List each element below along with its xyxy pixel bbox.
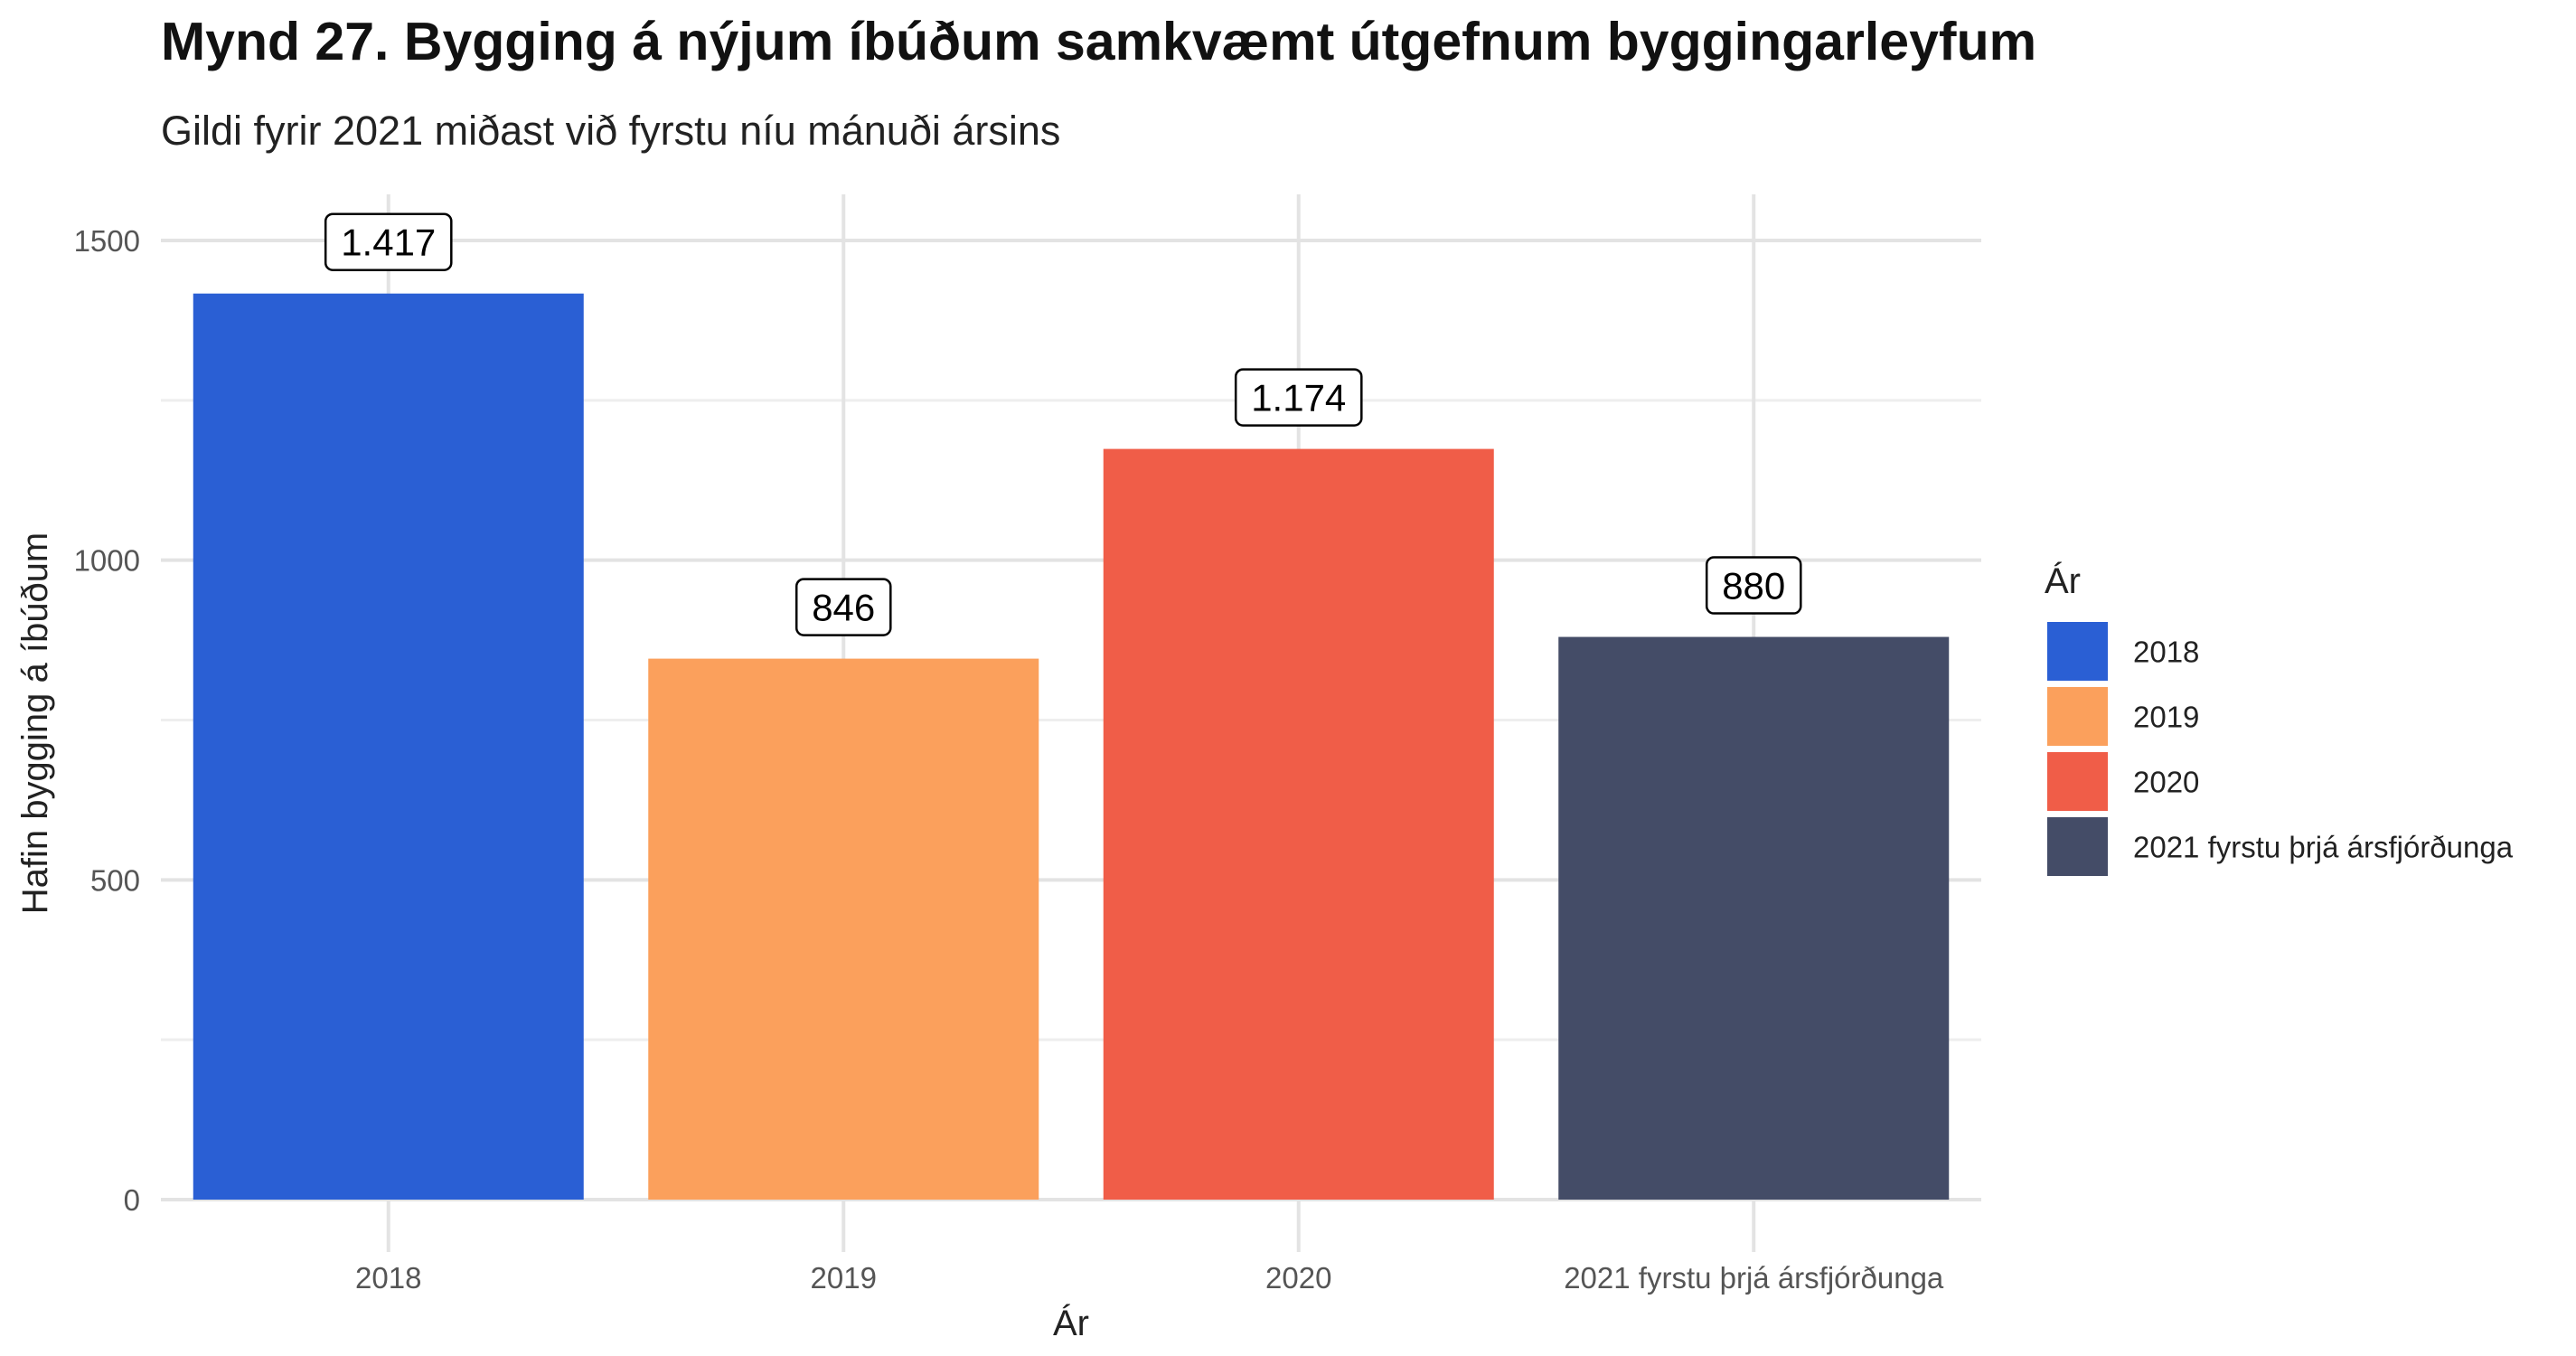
x-tick-label: 2019 [811, 1261, 877, 1295]
data-label-box [794, 578, 892, 636]
legend-title: Ár [2045, 560, 2081, 601]
x-tick-label: 2020 [1265, 1261, 1331, 1295]
legend-key [2047, 752, 2108, 811]
bar-2019 [648, 658, 1039, 1200]
data-labels: 1.417 846 1.174 880 [324, 212, 1802, 636]
data-label-text: 1.174 [1251, 377, 1346, 419]
data-label-text: 846 [812, 587, 875, 629]
x-tick-label: 2018 [355, 1261, 421, 1295]
legend-label: 2020 [2133, 766, 2199, 799]
y-axis-title: Hafin bygging á íbúðum [15, 532, 55, 915]
bar-2020 [1103, 448, 1494, 1200]
data-label: 1.174 [1234, 368, 1363, 427]
legend-key [2047, 622, 2108, 681]
y-tick-label: 500 [90, 863, 140, 897]
legend-label: 2021 fyrstu þrjá ársfjórðunga [2133, 831, 2514, 864]
data-label-box [1234, 368, 1363, 427]
legend: Ár 2018 2019 2020 2021 fyrstu þrjá ársfjórð… [2045, 560, 2514, 876]
data-label-box [1705, 556, 1802, 615]
x-axis-ticks: 2018 2019 2020 2021 fyrstu þrjá ársfjórðung… [355, 1261, 1944, 1295]
data-label-box [324, 212, 453, 271]
data-label-text: 1.417 [341, 221, 436, 264]
legend-key [2047, 687, 2108, 746]
legend-key [2047, 817, 2108, 876]
x-axis-title: Ár [1053, 1303, 1089, 1343]
y-tick-label: 1500 [74, 224, 140, 258]
data-label-text: 880 [1722, 565, 1785, 607]
data-label: 880 [1705, 556, 1802, 615]
legend-label: 2019 [2133, 701, 2199, 734]
bars [193, 293, 1950, 1200]
y-axis-ticks: 0 500 1000 1500 [74, 224, 140, 1217]
y-tick-label: 1000 [74, 544, 140, 578]
bar-2021 [1558, 636, 1950, 1200]
x-tick-label: 2021 fyrstu þrjá ársfjórðunga [1564, 1261, 1944, 1295]
data-label: 1.417 [324, 212, 453, 271]
chart-subtitle: Gildi fyrir 2021 miðast við fyrstu níu m… [161, 108, 1060, 154]
y-tick-label: 0 [124, 1183, 140, 1217]
data-label: 846 [794, 578, 892, 636]
chart-title: Mynd 27. Bygging á nýjum íbúðum samkvæmt… [161, 12, 2036, 71]
bar-2018 [193, 293, 584, 1200]
legend-label: 2018 [2133, 636, 2199, 669]
